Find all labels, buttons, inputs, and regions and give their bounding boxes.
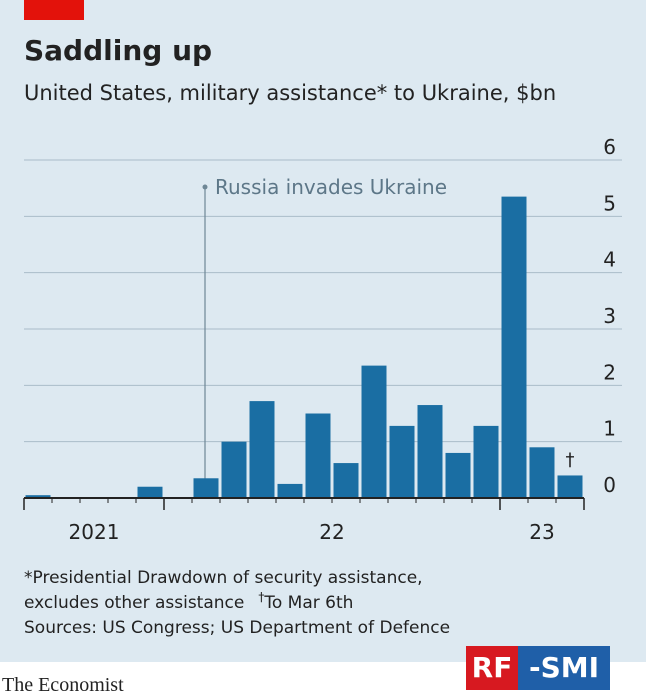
watermark-box [466,646,518,690]
y-tick-label: 3 [603,304,616,328]
bar [445,452,471,498]
y-tick-label: 4 [603,248,616,272]
bar [557,475,583,498]
bar [193,478,219,498]
x-tick-label: 22 [319,520,344,544]
bar [473,425,499,498]
bar [361,365,387,498]
bar [417,405,443,498]
x-tick-label: 2021 [69,520,120,544]
source: Sources: US Congress; US Department of D… [24,618,450,638]
y-tick-label: 0 [603,473,616,497]
y-tick-label: 6 [603,135,616,159]
chart-title: Saddling up [24,34,212,67]
watermark-box [518,646,610,690]
brand: The Economist [2,674,124,696]
bar [277,483,303,498]
y-tick-label: 5 [603,191,616,215]
annotation-dot [202,184,208,190]
x-tick-label: 23 [529,520,554,544]
watermark: -SMI [529,651,599,684]
footnote: *Presidential Drawdown of security assis… [24,568,423,588]
red-tag [24,0,84,20]
watermark: RF [472,651,513,684]
bar [249,401,275,498]
bar-note: † [566,449,575,470]
bar [501,196,527,498]
bar [221,441,247,498]
chart-subtitle: United States, military assistance* to U… [24,81,556,105]
footnote: excludes other assistance †To Mar 6th [24,590,353,613]
background [0,0,646,662]
bar [137,486,163,498]
bar [25,495,51,498]
y-tick-label: 2 [603,360,616,384]
bar [529,447,555,498]
y-tick-label: 1 [603,417,616,441]
annotation: Russia invades Ukraine [215,175,447,199]
bar [333,463,359,498]
bar [389,425,415,498]
bar [305,413,331,498]
